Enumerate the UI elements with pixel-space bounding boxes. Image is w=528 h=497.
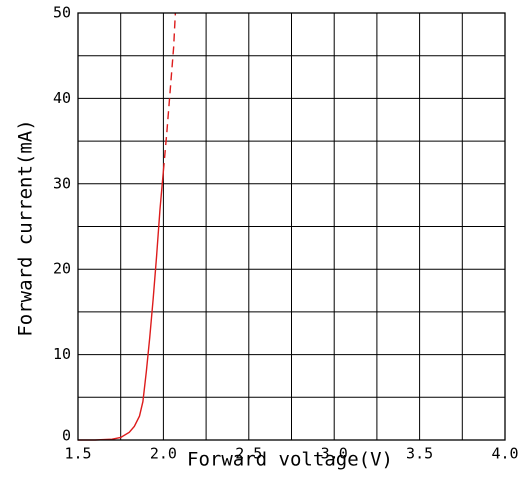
x-tick-label: 2.5 (235, 445, 262, 463)
y-tick-label: 40 (53, 89, 71, 107)
y-tick-label: 20 (53, 260, 71, 278)
y-tick-label: 10 (53, 345, 71, 363)
x-tick-label: 2.0 (150, 445, 177, 463)
x-tick-label: 1.5 (64, 445, 91, 463)
x-tick-label: 3.5 (406, 445, 433, 463)
plot-frame (77, 12, 506, 441)
x-tick-label: 4.0 (491, 445, 518, 463)
y-tick-label: 0 (62, 427, 71, 445)
x-axis-title: Forward voltage(V) (187, 449, 393, 471)
y-tick-labels: 0 10 20 30 40 50 (53, 4, 71, 445)
x-tick-labels: 1.5 2.0 2.5 3.0 3.5 4.0 (64, 445, 518, 463)
series-layer (78, 12, 177, 441)
y-tick-label: 30 (53, 174, 71, 192)
grid (78, 13, 505, 440)
plot-border (77, 12, 506, 441)
series-line-extrapolated (162, 12, 177, 172)
y-tick-label: 50 (53, 4, 71, 22)
y-axis-title: Forward current(mA) (15, 119, 37, 336)
series-line (78, 170, 165, 441)
x-tick-label: 3.0 (321, 445, 348, 463)
